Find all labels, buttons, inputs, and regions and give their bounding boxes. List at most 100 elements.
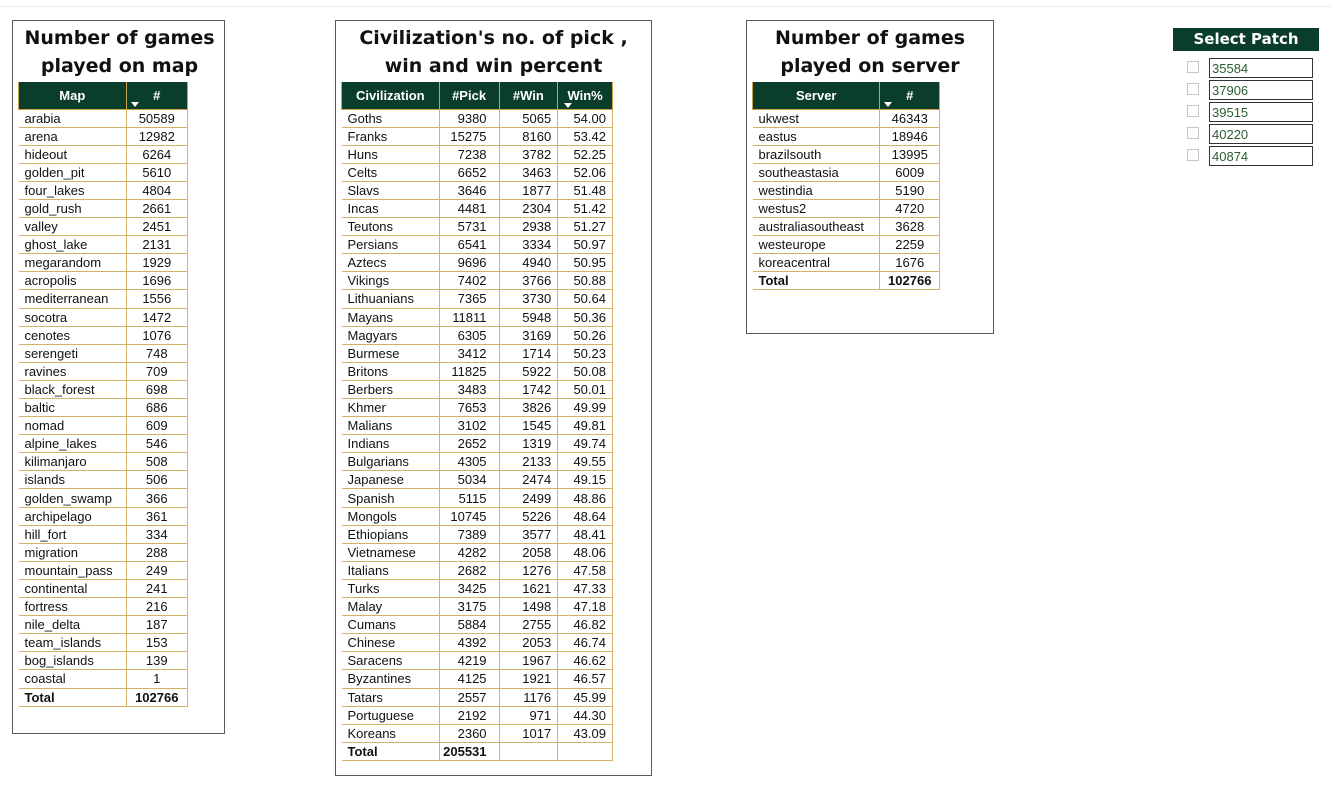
count-column-header[interactable]: # xyxy=(879,82,940,110)
row-value: 49.99 xyxy=(557,398,613,418)
patch-checkbox[interactable] xyxy=(1187,105,1199,117)
row-label: black_forest xyxy=(18,380,127,400)
row-value: 48.86 xyxy=(557,488,613,508)
row-label: Celts xyxy=(341,163,440,182)
row-value: 3766 xyxy=(499,271,559,291)
row-label: brazilsouth xyxy=(752,145,881,164)
row-value: 4940 xyxy=(499,253,559,273)
map-row: islands 506 xyxy=(18,470,189,490)
row-label: serengeti xyxy=(18,344,127,363)
row-value: 5922 xyxy=(499,362,559,381)
server-table: Server # ukwest 46343 eastus 18946 brazilsou… xyxy=(751,82,940,291)
row-value: 4720 xyxy=(879,199,940,219)
winpct-column-header[interactable]: Win% xyxy=(557,82,613,110)
row-value: 49.15 xyxy=(557,470,613,490)
row-value: 2661 xyxy=(126,199,189,219)
patch-option-37906[interactable]: 37906 xyxy=(1187,80,1317,100)
row-label: Goths xyxy=(341,109,440,128)
row-value: 52.06 xyxy=(557,163,613,182)
civilization-column-header[interactable]: Civilization xyxy=(341,82,440,110)
row-label: Vietnamese xyxy=(341,543,440,562)
civ-row: Koreans 2360 1017 43.09 xyxy=(341,724,613,743)
patch-option-label[interactable]: 40874 xyxy=(1209,146,1313,166)
row-value: 5190 xyxy=(879,181,940,200)
map-row: ghost_lake 2131 xyxy=(18,235,189,255)
map-row: valley 2451 xyxy=(18,217,189,237)
row-value: 2259 xyxy=(879,235,940,255)
row-value: 13995 xyxy=(879,145,940,164)
row-value: 187 xyxy=(126,615,189,635)
row-label: hill_fort xyxy=(18,525,127,544)
map-row: megarandom 1929 xyxy=(18,253,189,273)
row-value: 3483 xyxy=(439,380,500,400)
row-value: 1877 xyxy=(499,181,559,200)
civ-row: Vietnamese 4282 2058 48.06 xyxy=(341,543,613,562)
row-value: 609 xyxy=(126,416,189,436)
patch-option-label[interactable]: 40220 xyxy=(1209,124,1313,144)
map-row: socotra 1472 xyxy=(18,308,189,327)
row-value: 1929 xyxy=(126,253,189,273)
row-value: 1498 xyxy=(499,597,559,617)
row-value: 51.48 xyxy=(557,181,613,200)
civ-row: Magyars 6305 3169 50.26 xyxy=(341,326,613,345)
row-value: 241 xyxy=(126,579,189,599)
patch-checkbox[interactable] xyxy=(1187,61,1199,73)
row-label: Spanish xyxy=(341,488,440,508)
row-value: 1696 xyxy=(126,271,189,291)
patch-checkbox[interactable] xyxy=(1187,149,1199,161)
patch-option-label[interactable]: 35584 xyxy=(1209,58,1313,78)
server-row: eastus 18946 xyxy=(752,127,940,146)
patch-checkbox[interactable] xyxy=(1187,127,1199,139)
pick-column-header[interactable]: #Pick xyxy=(438,82,500,110)
win-column-header[interactable]: #Win xyxy=(498,82,559,110)
row-label: Incas xyxy=(341,199,440,219)
map-column-header[interactable]: Map xyxy=(18,82,127,110)
row-value: 971 xyxy=(499,706,559,725)
row-value: 4305 xyxy=(439,452,500,472)
civ-row: Indians 2652 1319 49.74 xyxy=(341,434,613,454)
map-panel-title: Number of games played on map xyxy=(13,24,226,80)
row-value: 5731 xyxy=(439,217,500,237)
row-label: Turks xyxy=(341,579,440,599)
row-value: 46.57 xyxy=(557,669,613,689)
server-column-header[interactable]: Server xyxy=(751,82,881,110)
row-value: 8160 xyxy=(499,127,559,146)
row-value: 50.01 xyxy=(557,380,613,400)
row-value: 698 xyxy=(126,380,189,400)
row-label: bog_islands xyxy=(18,651,127,671)
total-label: Total xyxy=(752,271,881,291)
row-value: 44.30 xyxy=(557,706,613,725)
civ-panel-title-text: Civilization's no. of pick , win and win… xyxy=(359,27,628,77)
row-value: 49.81 xyxy=(557,416,613,436)
row-label: gold_rush xyxy=(18,199,127,219)
row-value: 12982 xyxy=(126,127,189,146)
row-value: 4125 xyxy=(439,669,500,689)
row-label: Burmese xyxy=(341,344,440,363)
row-label: Malians xyxy=(341,416,440,436)
row-value: 6652 xyxy=(439,163,500,182)
row-label: ghost_lake xyxy=(18,235,127,255)
row-value: 3425 xyxy=(439,579,500,599)
patch-option-label[interactable]: 37906 xyxy=(1209,80,1313,100)
row-value: 3334 xyxy=(499,235,559,255)
count-column-header[interactable]: # xyxy=(125,82,189,110)
row-label: cenotes xyxy=(18,326,127,345)
civ-row: Berbers 3483 1742 50.01 xyxy=(341,380,613,400)
patch-option-label[interactable]: 39515 xyxy=(1209,102,1313,122)
row-value: 1276 xyxy=(499,561,559,580)
civ-row: Japanese 5034 2474 49.15 xyxy=(341,470,613,490)
row-value: 7238 xyxy=(439,145,500,164)
patch-option-40220[interactable]: 40220 xyxy=(1187,124,1317,144)
row-label: kilimanjaro xyxy=(18,452,127,472)
patch-checkbox[interactable] xyxy=(1187,83,1199,95)
patch-option-39515[interactable]: 39515 xyxy=(1187,102,1317,122)
row-label: nile_delta xyxy=(18,615,127,635)
row-label: mountain_pass xyxy=(18,561,127,580)
patch-option-40874[interactable]: 40874 xyxy=(1187,146,1317,166)
patch-option-35584[interactable]: 35584 xyxy=(1187,58,1317,78)
row-label: archipelago xyxy=(18,507,127,526)
row-label: golden_pit xyxy=(18,163,127,182)
row-value: 3463 xyxy=(499,163,559,182)
row-value: 249 xyxy=(126,561,189,580)
row-label: fortress xyxy=(18,597,127,617)
